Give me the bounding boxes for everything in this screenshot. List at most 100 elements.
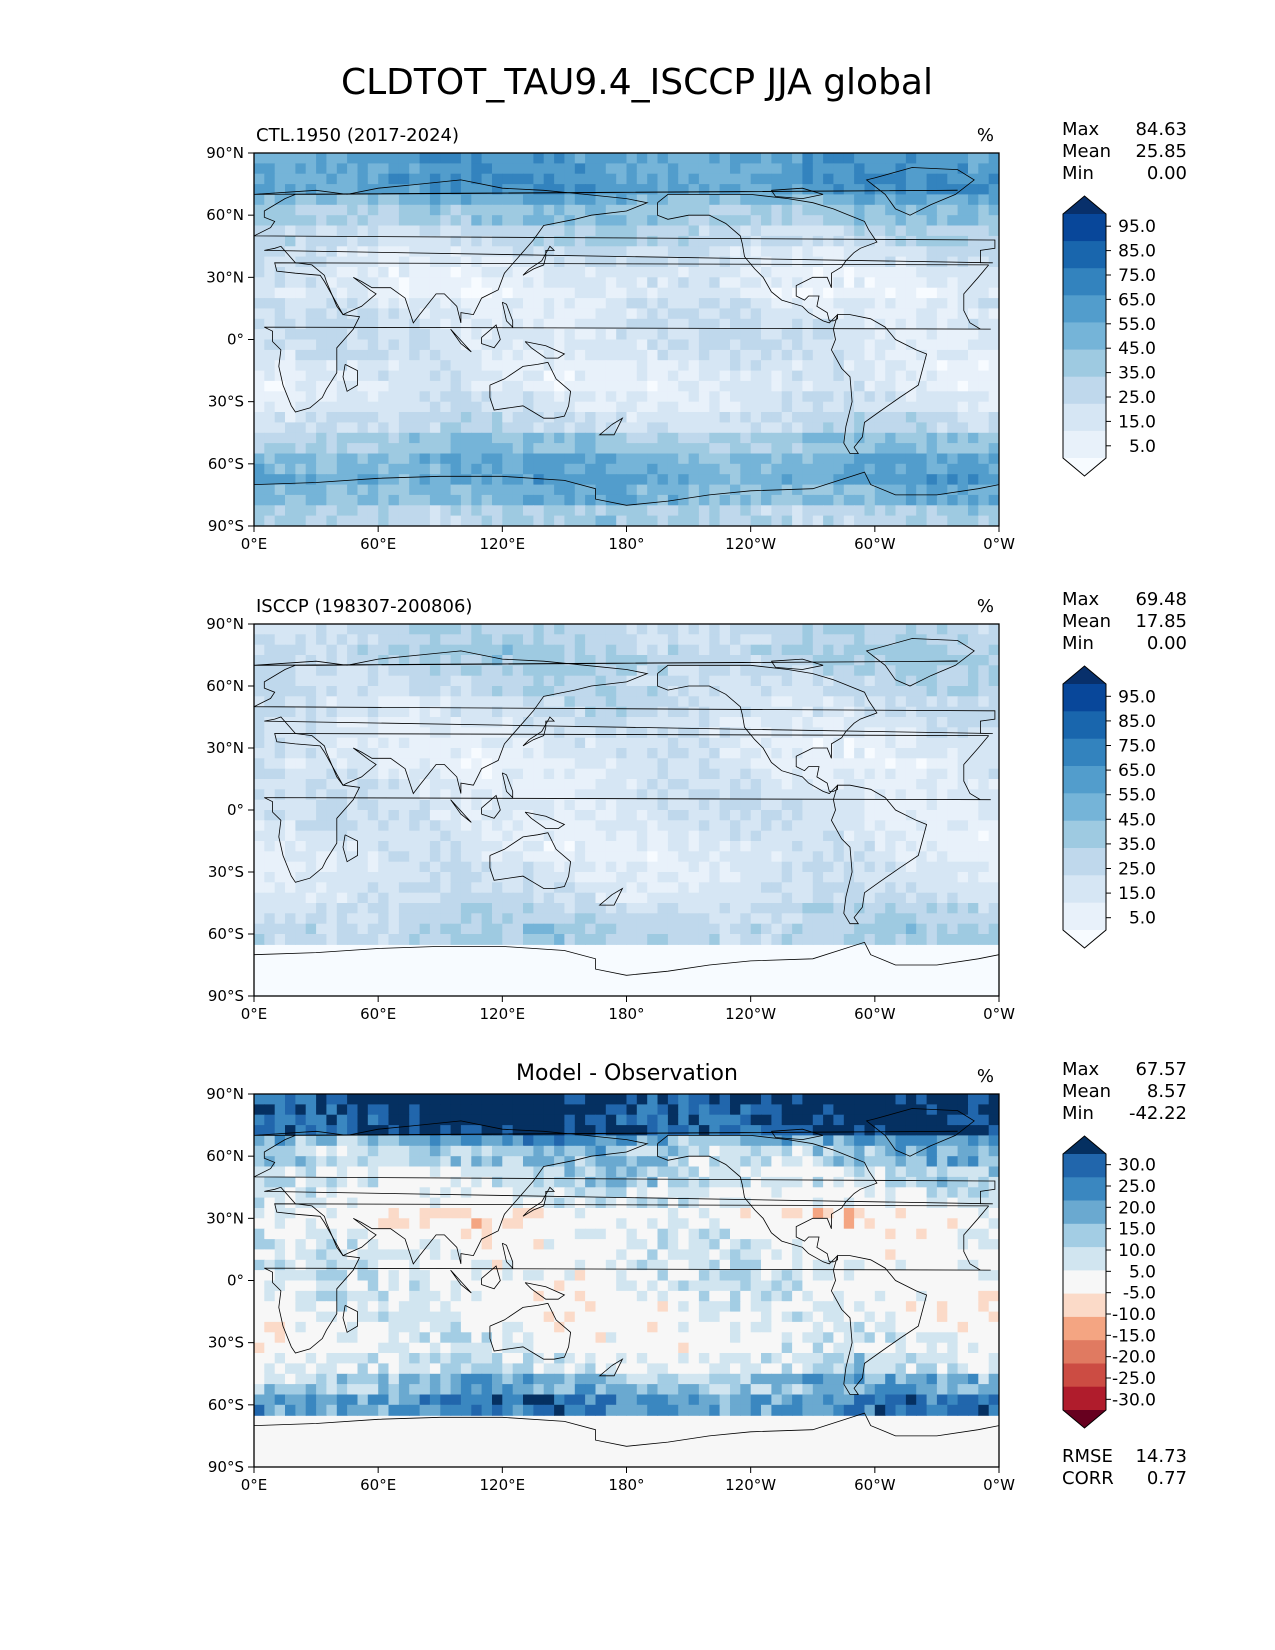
field-cell — [957, 194, 969, 206]
field-cell — [564, 799, 576, 811]
field-cell — [492, 225, 503, 237]
field-cell — [750, 308, 762, 320]
field-cell — [833, 246, 845, 258]
field-cell — [502, 758, 514, 770]
field-cell — [905, 758, 917, 770]
field-cell — [305, 494, 317, 506]
field-cell — [667, 913, 679, 925]
field-cell — [523, 370, 534, 382]
field-cell — [957, 655, 969, 666]
field-cell — [823, 934, 834, 945]
field-cell — [761, 443, 772, 455]
field-cell — [864, 267, 876, 278]
field-cell — [512, 339, 524, 351]
field-cell — [450, 153, 462, 164]
field-cell — [564, 903, 576, 914]
field-cell — [885, 256, 897, 268]
field-cell — [750, 923, 762, 935]
field-cell — [326, 799, 338, 811]
field-cell — [895, 370, 907, 382]
field-cell — [533, 453, 545, 465]
field-cell — [305, 287, 317, 299]
field-cell — [388, 696, 400, 708]
field-cell — [688, 246, 700, 258]
field-cell — [864, 256, 876, 268]
field-cell — [823, 235, 834, 247]
field-cell — [533, 298, 545, 310]
field-cell — [874, 287, 886, 299]
field-cell — [429, 484, 441, 496]
field-cell — [740, 717, 752, 728]
field-cell — [957, 401, 969, 413]
field-cell — [533, 810, 545, 821]
field-cell — [781, 401, 793, 413]
field-cell — [885, 184, 897, 196]
field-cell — [264, 287, 276, 299]
field-cell — [409, 810, 421, 821]
field-cell — [709, 484, 721, 496]
field-cell — [564, 872, 576, 883]
field-cell — [957, 861, 969, 873]
field-cell — [771, 204, 783, 216]
field-cell — [947, 882, 959, 894]
field-cell — [936, 173, 948, 185]
field-cell — [585, 758, 596, 770]
field-cell — [936, 153, 948, 164]
field-cell — [285, 624, 296, 635]
field-cell — [978, 494, 990, 506]
field-cell — [781, 163, 793, 175]
field-cell — [792, 225, 803, 237]
field-cell — [492, 696, 503, 708]
field-cell — [440, 204, 452, 216]
field-cell — [605, 655, 617, 666]
field-cell — [688, 494, 700, 506]
field-cell — [554, 861, 565, 873]
field-cell — [709, 173, 721, 185]
field-cell — [730, 267, 741, 278]
field-cell — [274, 153, 286, 164]
field-cell — [812, 789, 824, 801]
field-cell — [336, 841, 348, 852]
field-cell — [305, 851, 317, 863]
field-cell — [523, 748, 534, 759]
field-cell — [688, 412, 700, 423]
field-cell — [481, 686, 493, 697]
field-cell — [274, 872, 286, 883]
field-cell — [595, 686, 607, 697]
field-cell — [336, 505, 348, 517]
field-cell — [471, 443, 483, 455]
colorbar-label: 85.0 — [1118, 242, 1156, 262]
field-cell — [761, 380, 772, 392]
field-cell — [595, 665, 607, 677]
field-cell — [264, 686, 276, 697]
field-cell — [823, 696, 834, 708]
field-cell — [533, 903, 545, 914]
field-cell — [730, 215, 741, 227]
field-cell — [305, 184, 317, 196]
field-cell — [667, 820, 679, 832]
field-cell — [357, 494, 369, 506]
field-cell — [947, 923, 959, 935]
field-cell — [429, 380, 441, 392]
field-cell — [874, 655, 886, 666]
field-cell — [885, 665, 897, 677]
field-cell — [264, 401, 276, 413]
field-cell — [657, 453, 669, 465]
field-cell — [347, 463, 358, 475]
field-cell — [750, 768, 762, 780]
field-cell — [564, 727, 576, 739]
field-cell — [254, 810, 265, 821]
field-cell — [905, 820, 917, 832]
field-cell — [429, 153, 441, 164]
field-cell — [554, 505, 565, 517]
field-cell — [657, 706, 669, 718]
field-cell — [730, 696, 741, 708]
field-cell — [471, 484, 483, 496]
field-cell — [792, 277, 803, 289]
field-cell — [874, 277, 886, 289]
field-cell — [905, 882, 917, 894]
field-cell — [595, 810, 607, 821]
field-cell — [595, 318, 607, 330]
field-cell — [554, 727, 565, 739]
field-cell — [926, 675, 938, 687]
